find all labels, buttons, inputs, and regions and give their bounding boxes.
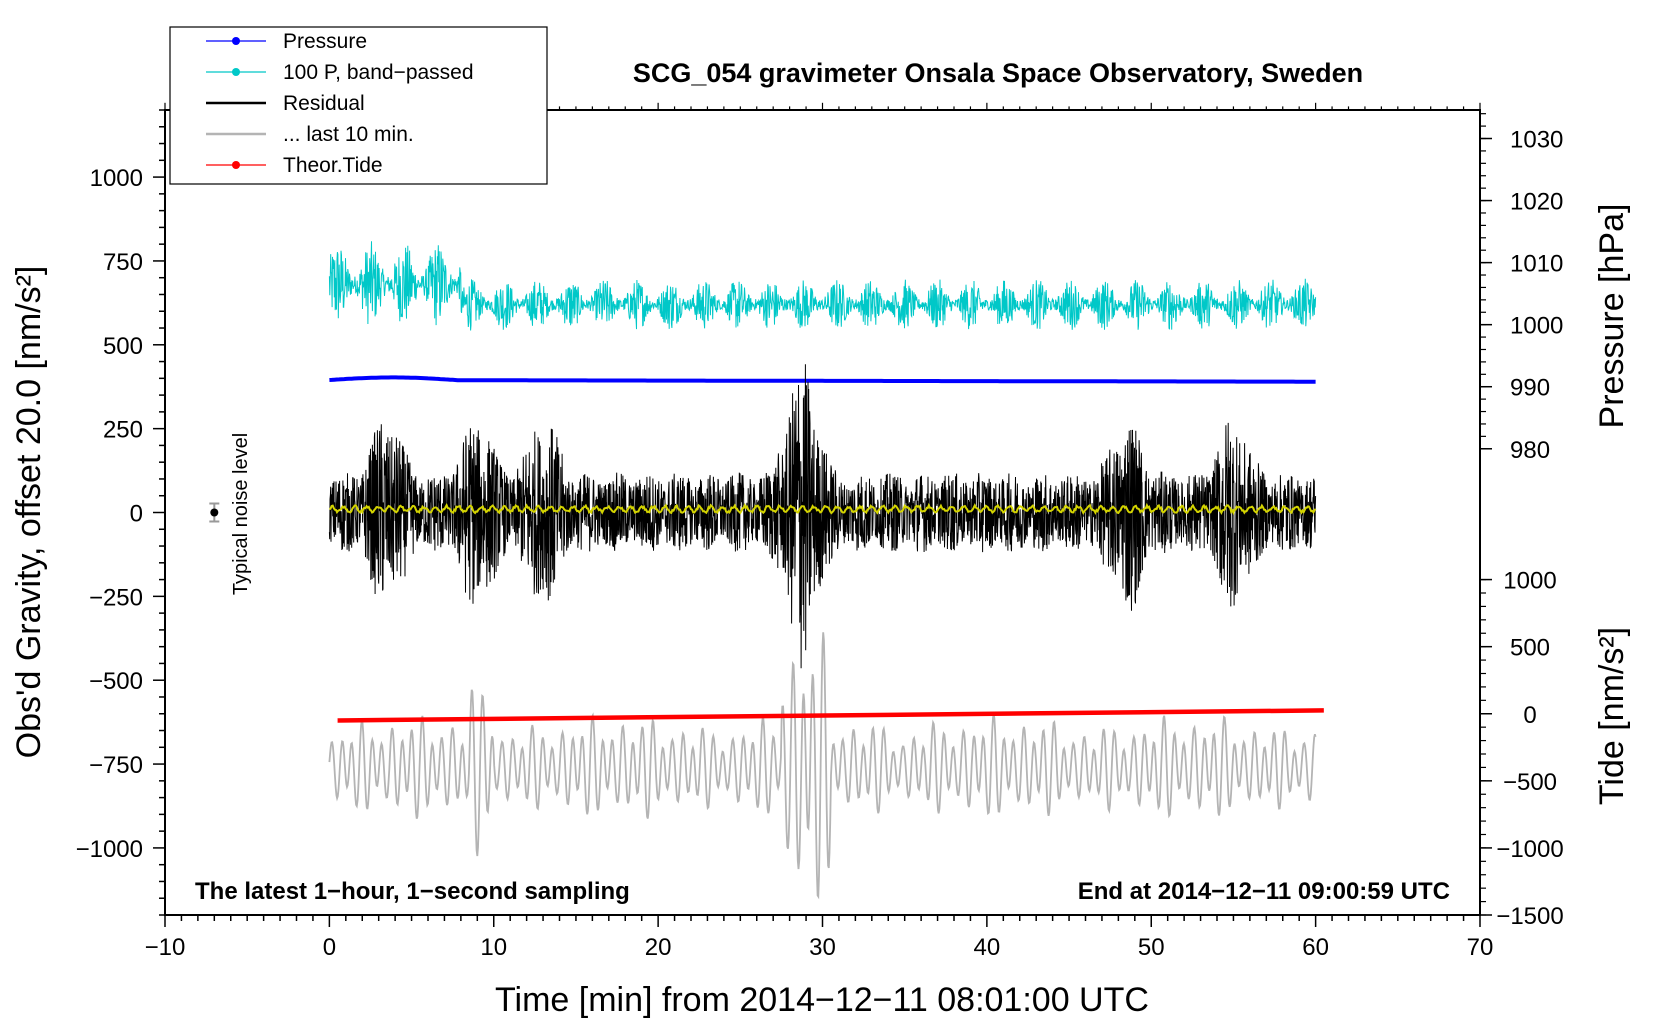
x-tick-label: 50 [1138,934,1165,961]
tide-tick-label: 1000 [1503,568,1556,595]
series-layer [328,241,1324,900]
pressure-tick-label: 1000 [1510,313,1563,340]
y-tick-label: −250 [89,584,143,611]
y-left-axis-title: Obs'd Gravity, offset 20.0 [nm/s²] [10,266,48,759]
series-band-passed-pressure [328,241,1317,331]
legend-marker [232,161,240,169]
tide-axis-title: Tide [nm/s²] [1593,627,1631,805]
annotation-bottom-left: The latest 1−hour, 1−second sampling [195,878,630,905]
legend-label: Theor.Tide [283,154,383,177]
series-theoretical-tide [337,708,1324,723]
legend-label: Pressure [283,30,367,53]
series-last-10-min [328,632,1317,900]
legend: Pressure 100 P, band−passed Residual ... la… [169,26,548,185]
y-tick-label: −750 [89,752,143,779]
pressure-tick-label: 980 [1510,437,1550,464]
noise-dot [210,508,219,517]
y-tick-label: −1000 [76,836,143,863]
noise-marker [209,502,220,523]
pressure-axis: 1030 1020 1010 1000 990 980 [1480,113,1563,464]
legend-marker [232,68,240,76]
y-left-axis-title-text: Obs'd Gravity, offset 20.0 [nm/s²] [10,266,48,759]
noise-label: Typical noise level [230,433,252,595]
x-axis: −10 0 10 20 30 40 50 60 70 [145,102,1494,961]
legend-label: Residual [283,92,365,115]
y-tick-label: 500 [103,333,143,360]
series-residual [328,364,1317,669]
legend-box [169,26,548,185]
y-left-axis: 1000 750 500 250 0 −250 −500 −750 −1000 [76,109,165,916]
legend-label: 100 P, band−passed [283,61,474,84]
series-pressure [329,375,1316,384]
pressure-axis-title: Pressure [hPa] [1593,204,1631,429]
y-tick-label: −500 [89,668,143,695]
x-tick-label: 40 [974,934,1001,961]
pressure-tick-label: 1020 [1510,189,1563,216]
x-tick-label: −10 [145,934,186,961]
pressure-tick-label: 1010 [1510,251,1563,278]
legend-label: ... last 10 min. [283,123,414,146]
tide-tick-label: −1000 [1496,836,1563,863]
pressure-tick-label: 990 [1510,375,1550,402]
tide-tick-label: 0 [1523,702,1536,729]
y-tick-label: 250 [103,417,143,444]
x-tick-label: 60 [1302,934,1329,961]
tide-tick-label: −500 [1503,769,1557,796]
tide-tick-label: 500 [1510,635,1550,662]
x-axis-title: Time [min] from 2014−12−11 08:01:00 UTC [495,981,1149,1019]
chart-title: SCG_054 gravimeter Onsala Space Observat… [633,58,1363,88]
y-tick-label: 750 [103,249,143,276]
annotation-bottom-right: End at 2014−12−11 09:00:59 UTC [1078,878,1450,905]
x-tick-label: 0 [323,934,336,961]
y-tick-label: 0 [130,501,143,528]
pressure-tick-label: 1030 [1510,127,1563,154]
tide-tick-label: −1500 [1496,903,1563,930]
series-residual-smoothed [329,502,1317,516]
legend-marker [232,37,240,45]
x-tick-label: 20 [645,934,672,961]
x-tick-label: 10 [480,934,507,961]
y-tick-label: 1000 [90,165,143,192]
x-tick-label: 30 [809,934,836,961]
x-tick-label: 70 [1467,934,1494,961]
tide-axis: 1000 500 0 −500 −1000 −1500 [1480,568,1564,930]
